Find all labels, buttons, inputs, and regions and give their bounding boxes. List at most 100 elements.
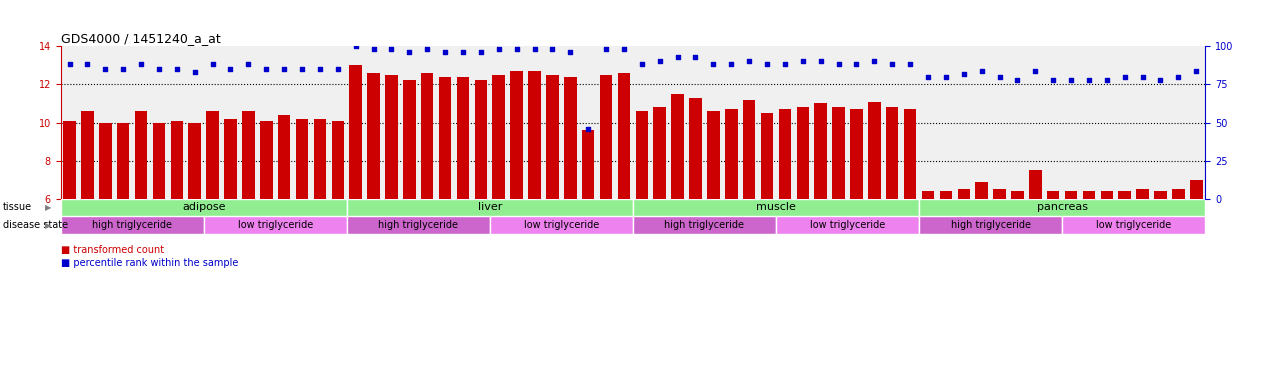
Bar xyxy=(457,77,469,199)
Point xyxy=(381,46,401,52)
Point xyxy=(1061,77,1082,83)
Bar xyxy=(278,115,290,199)
Bar xyxy=(332,121,345,199)
Bar xyxy=(347,199,634,216)
Bar xyxy=(225,119,237,199)
Bar xyxy=(1029,170,1041,199)
Point xyxy=(740,58,760,65)
Point xyxy=(847,61,867,68)
Text: high triglyceride: high triglyceride xyxy=(92,220,172,230)
Point xyxy=(202,61,222,68)
Bar xyxy=(1118,191,1131,199)
Bar xyxy=(347,216,490,234)
Bar xyxy=(475,81,487,199)
Point xyxy=(184,69,204,75)
Point xyxy=(506,46,526,52)
Point xyxy=(543,46,563,52)
Point xyxy=(793,58,813,65)
Bar xyxy=(350,65,362,199)
Bar xyxy=(851,109,863,199)
Bar xyxy=(1172,189,1185,199)
Bar xyxy=(814,103,827,199)
Point xyxy=(1079,77,1099,83)
Point xyxy=(346,43,366,49)
Point xyxy=(864,58,885,65)
Point xyxy=(900,61,920,68)
Bar xyxy=(188,122,201,199)
Bar xyxy=(98,122,111,199)
Bar xyxy=(1011,191,1023,199)
Text: low triglyceride: low triglyceride xyxy=(1095,220,1171,230)
Point xyxy=(936,74,957,80)
Point xyxy=(810,58,830,65)
Point xyxy=(59,61,80,68)
Point xyxy=(149,66,169,72)
Point xyxy=(1132,74,1152,80)
Point xyxy=(613,46,634,52)
Point xyxy=(488,46,509,52)
Bar xyxy=(367,73,380,199)
Bar xyxy=(61,199,347,216)
Bar xyxy=(796,107,809,199)
Point xyxy=(309,66,329,72)
Point xyxy=(757,61,777,68)
Point xyxy=(435,49,456,55)
Point xyxy=(399,49,419,55)
Bar xyxy=(546,75,559,199)
Point xyxy=(77,61,97,68)
Text: high triglyceride: high triglyceride xyxy=(379,220,458,230)
Bar xyxy=(203,216,347,234)
Point xyxy=(167,66,187,72)
Bar xyxy=(260,121,273,199)
Point xyxy=(1007,77,1027,83)
Text: adipose: adipose xyxy=(182,202,226,212)
Bar xyxy=(919,199,1205,216)
Bar xyxy=(617,73,630,199)
Bar xyxy=(833,107,844,199)
Bar xyxy=(993,189,1006,199)
Bar xyxy=(295,119,308,199)
Point xyxy=(1025,68,1045,74)
Bar xyxy=(1047,191,1059,199)
Point xyxy=(1114,74,1135,80)
Point xyxy=(131,61,151,68)
Bar xyxy=(153,122,165,199)
Text: tissue: tissue xyxy=(3,202,32,212)
Bar xyxy=(61,216,203,234)
Bar xyxy=(170,121,183,199)
Text: muscle: muscle xyxy=(756,202,796,212)
Bar xyxy=(634,199,919,216)
Point xyxy=(703,61,723,68)
Text: ▶: ▶ xyxy=(44,203,52,212)
Point xyxy=(1044,77,1064,83)
Bar xyxy=(1065,191,1078,199)
Bar xyxy=(81,111,93,199)
Point xyxy=(471,49,491,55)
Point xyxy=(418,46,438,52)
Bar xyxy=(1100,191,1113,199)
Bar xyxy=(242,111,255,199)
Point xyxy=(221,66,241,72)
Bar xyxy=(1063,216,1205,234)
Bar xyxy=(385,75,398,199)
Bar xyxy=(63,121,76,199)
Bar xyxy=(743,99,756,199)
Point xyxy=(292,66,312,72)
Point xyxy=(328,66,348,72)
Bar xyxy=(403,81,415,199)
Bar xyxy=(940,191,952,199)
Text: low triglyceride: low triglyceride xyxy=(524,220,599,230)
Bar xyxy=(564,77,577,199)
Bar xyxy=(919,216,1063,234)
Bar xyxy=(1190,180,1203,199)
Bar xyxy=(654,107,666,199)
Bar xyxy=(976,182,988,199)
Point xyxy=(1169,74,1189,80)
Point xyxy=(363,46,384,52)
Point xyxy=(256,66,276,72)
Bar xyxy=(492,75,505,199)
Bar xyxy=(582,130,594,199)
Bar xyxy=(490,216,634,234)
Bar xyxy=(634,216,776,234)
Point xyxy=(596,46,616,52)
